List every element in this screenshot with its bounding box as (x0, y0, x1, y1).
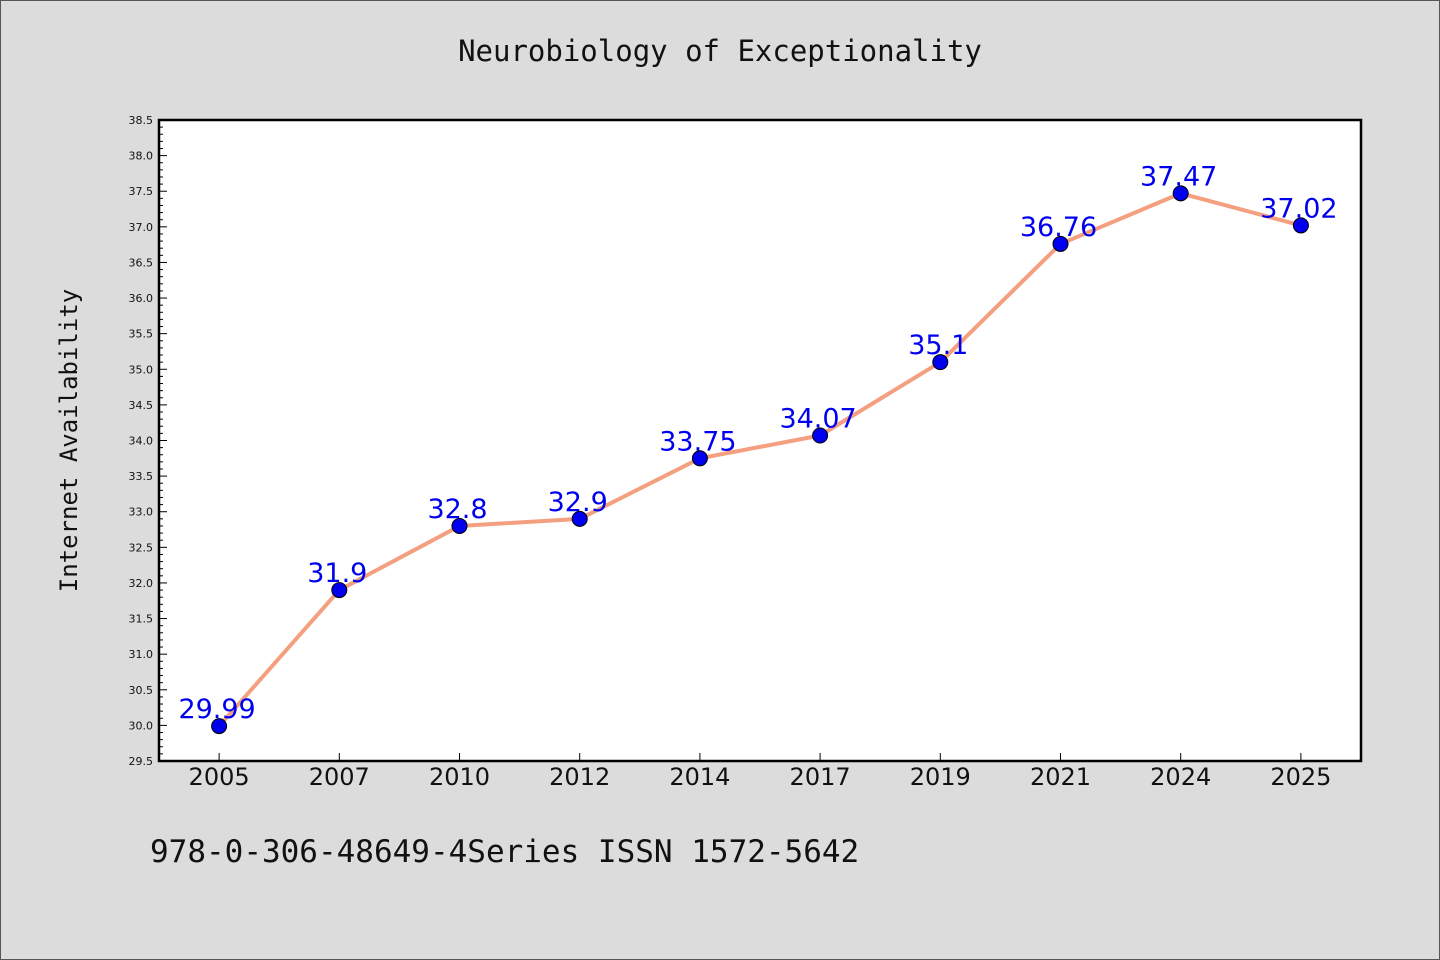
data-point (211, 718, 228, 735)
y-tick-label: 37.5 (129, 185, 154, 198)
y-tick-label: 34.5 (129, 399, 154, 412)
data-point (1052, 235, 1069, 252)
data-label: 37.02 (1260, 193, 1337, 224)
y-tick-label: 32.0 (129, 577, 154, 590)
data-point (1292, 217, 1309, 234)
y-tick-label: 36.0 (129, 292, 154, 305)
y-tick-label: 31.0 (129, 648, 154, 661)
data-point (1172, 185, 1189, 202)
data-label: 32.8 (427, 494, 487, 525)
y-tick-label: 30.0 (129, 719, 154, 732)
data-label: 33.75 (659, 426, 736, 457)
data-point (451, 517, 468, 534)
y-tick-label: 38.0 (129, 150, 154, 163)
data-point (812, 427, 829, 444)
y-axis-label: Internet Availability (55, 289, 83, 592)
y-tick-label: 32.5 (129, 541, 154, 554)
series-line (217, 191, 1302, 728)
y-tick-label: 35.0 (129, 363, 154, 376)
x-tick-label: 2007 (309, 763, 370, 791)
data-point (331, 582, 348, 599)
y-tick-label: 29.5 (129, 755, 154, 768)
data-point (691, 450, 708, 467)
x-tick-label: 2014 (669, 763, 730, 791)
x-tick-label: 2012 (549, 763, 610, 791)
x-tick-label: 2019 (910, 763, 971, 791)
y-tick-label: 36.5 (129, 256, 154, 269)
plot-area (159, 120, 1361, 761)
y-tick-label: 33.0 (129, 506, 154, 519)
x-tick-label: 2024 (1150, 763, 1211, 791)
x-tick-label: 2017 (790, 763, 851, 791)
data-label: 35.1 (908, 330, 968, 361)
data-label: 37.47 (1140, 161, 1217, 192)
data-point (932, 354, 949, 371)
x-tick-label: 2010 (429, 763, 490, 791)
y-tick-label: 34.0 (129, 435, 154, 448)
y-tick-label: 37.0 (129, 221, 154, 234)
x-tick-label: 2021 (1030, 763, 1091, 791)
y-tick-label: 30.5 (129, 684, 154, 697)
chart-title: Neurobiology of Exceptionality (458, 34, 982, 68)
data-point (571, 510, 588, 527)
y-tick-label: 31.5 (129, 613, 154, 626)
footer-isbn: 978-0-306-48649-4Series ISSN 1572-5642 (150, 834, 860, 870)
data-label: 32.9 (548, 487, 608, 518)
y-tick-label: 33.5 (129, 470, 154, 483)
y-tick-label: 35.5 (129, 328, 154, 341)
data-label: 29.99 (178, 694, 255, 725)
plot-border (157, 118, 1363, 763)
x-tick-label: 2025 (1270, 763, 1331, 791)
data-label: 31.9 (307, 558, 367, 589)
data-label: 34.07 (779, 404, 856, 435)
y-tick-label: 38.5 (129, 114, 154, 127)
data-label: 36.76 (1020, 212, 1097, 243)
x-tick-label: 2005 (189, 763, 250, 791)
